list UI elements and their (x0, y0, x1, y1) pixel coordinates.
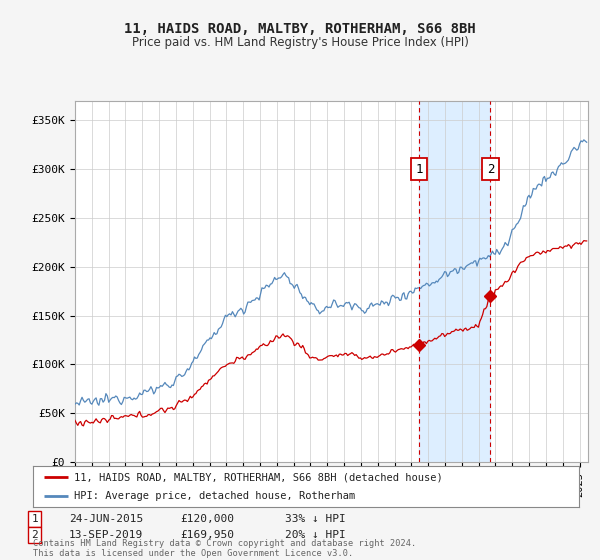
Text: 2: 2 (487, 162, 494, 176)
Text: 24-JUN-2015: 24-JUN-2015 (69, 514, 143, 524)
Text: £169,950: £169,950 (180, 530, 234, 540)
Bar (419, 101, 490, 462)
Text: 33% ↓ HPI: 33% ↓ HPI (285, 514, 346, 524)
Text: Price paid vs. HM Land Registry's House Price Index (HPI): Price paid vs. HM Land Registry's House … (131, 36, 469, 49)
Text: Contains HM Land Registry data © Crown copyright and database right 2024.
This d: Contains HM Land Registry data © Crown c… (33, 539, 416, 558)
Text: 1: 1 (416, 162, 423, 176)
Text: 11, HAIDS ROAD, MALTBY, ROTHERHAM, S66 8BH: 11, HAIDS ROAD, MALTBY, ROTHERHAM, S66 8… (124, 22, 476, 36)
Text: 2: 2 (31, 530, 38, 540)
Text: £120,000: £120,000 (180, 514, 234, 524)
Text: 1: 1 (31, 514, 38, 524)
Text: 11, HAIDS ROAD, MALTBY, ROTHERHAM, S66 8BH (detached house): 11, HAIDS ROAD, MALTBY, ROTHERHAM, S66 8… (74, 473, 443, 482)
Text: 13-SEP-2019: 13-SEP-2019 (69, 530, 143, 540)
Text: HPI: Average price, detached house, Rotherham: HPI: Average price, detached house, Roth… (74, 491, 355, 501)
Text: 20% ↓ HPI: 20% ↓ HPI (285, 530, 346, 540)
